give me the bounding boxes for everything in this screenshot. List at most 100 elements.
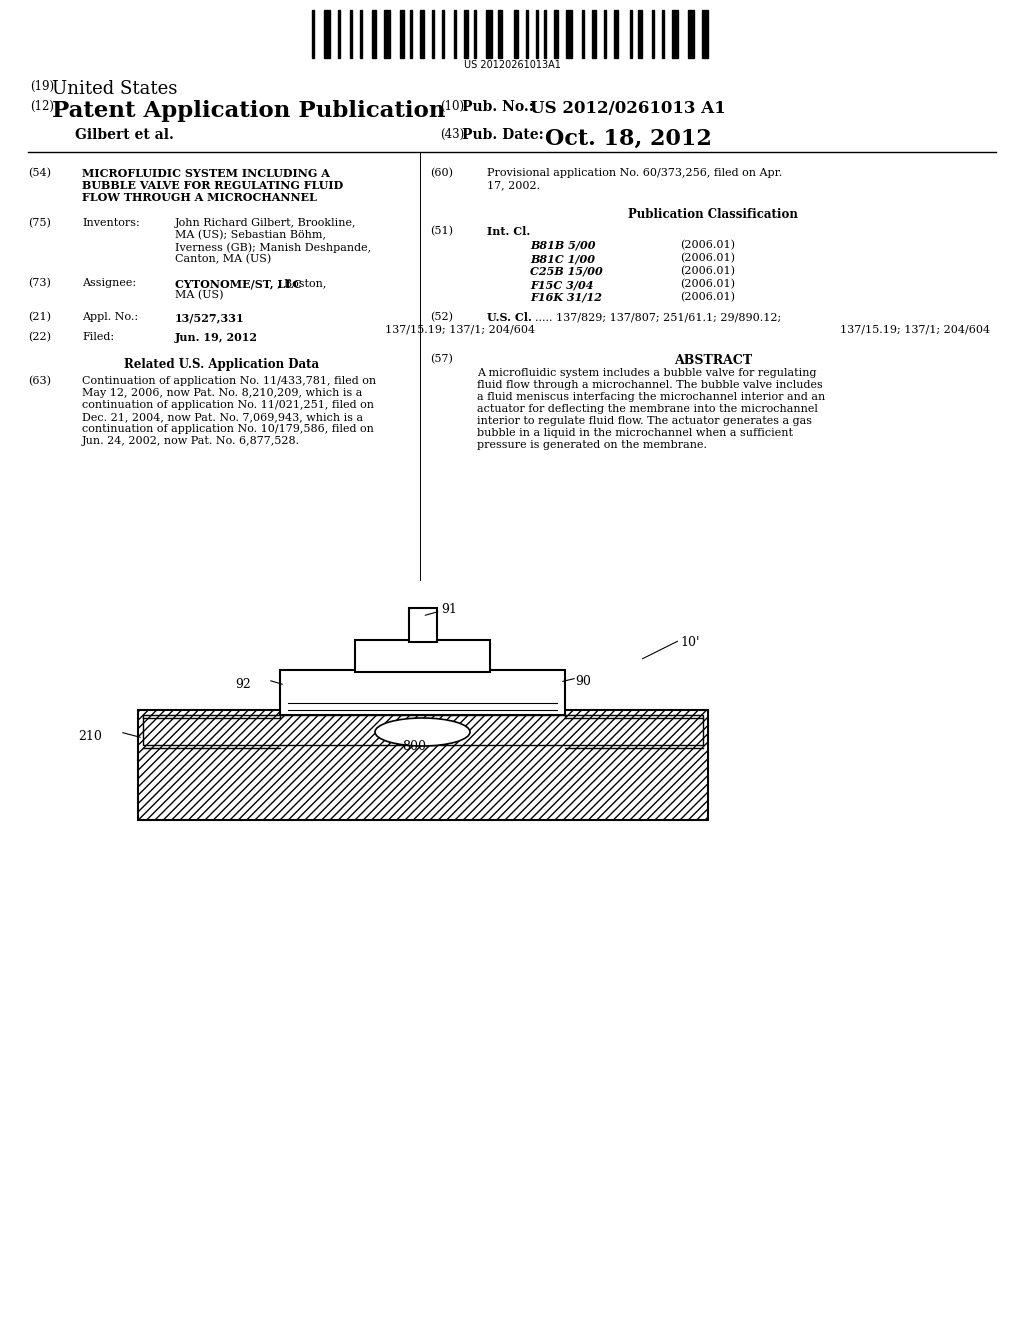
Bar: [662, 11, 664, 58]
Text: John Richard Gilbert, Brookline,: John Richard Gilbert, Brookline,: [175, 218, 356, 228]
Text: (2006.01): (2006.01): [680, 240, 735, 251]
Text: May 12, 2006, now Pat. No. 8,210,209, which is a: May 12, 2006, now Pat. No. 8,210,209, wh…: [82, 388, 362, 399]
Text: FLOW THROUGH A MICROCHANNEL: FLOW THROUGH A MICROCHANNEL: [82, 191, 316, 203]
Bar: [454, 11, 456, 58]
Bar: [582, 11, 584, 58]
Bar: [400, 11, 404, 58]
Text: Continuation of application No. 11/433,781, filed on: Continuation of application No. 11/433,7…: [82, 376, 376, 385]
Bar: [420, 11, 424, 58]
Text: 210: 210: [78, 730, 101, 743]
Text: (60): (60): [430, 168, 453, 178]
Text: 17, 2002.: 17, 2002.: [487, 180, 540, 190]
Text: U.S. Cl.: U.S. Cl.: [487, 312, 531, 323]
Bar: [592, 11, 596, 58]
Text: United States: United States: [52, 81, 177, 98]
Text: C25B 15/00: C25B 15/00: [530, 267, 603, 277]
Text: US 2012/0261013 A1: US 2012/0261013 A1: [530, 100, 726, 117]
Bar: [526, 11, 528, 58]
Bar: [138, 710, 708, 820]
Text: Jun. 24, 2002, now Pat. No. 6,877,528.: Jun. 24, 2002, now Pat. No. 6,877,528.: [82, 436, 300, 446]
Bar: [338, 11, 340, 58]
Text: 137/15.19; 137/1; 204/604: 137/15.19; 137/1; 204/604: [385, 323, 535, 334]
Bar: [638, 11, 642, 58]
Bar: [554, 11, 558, 58]
Bar: [688, 11, 694, 58]
Text: ..... 137/829; 137/807; 251/61.1; 29/890.12;: ..... 137/829; 137/807; 251/61.1; 29/890…: [535, 312, 781, 322]
Bar: [514, 11, 518, 58]
Text: Canton, MA (US): Canton, MA (US): [175, 253, 271, 264]
Text: B81B 5/00: B81B 5/00: [530, 240, 596, 251]
Bar: [498, 11, 502, 58]
Text: (43): (43): [440, 128, 464, 141]
Text: continuation of application No. 11/021,251, filed on: continuation of application No. 11/021,2…: [82, 400, 374, 411]
Bar: [372, 11, 376, 58]
Text: continuation of application No. 10/179,586, filed on: continuation of application No. 10/179,5…: [82, 424, 374, 434]
Bar: [630, 11, 632, 58]
Text: a fluid meniscus interfacing the microchannel interior and an: a fluid meniscus interfacing the microch…: [477, 392, 825, 403]
Text: Inventors:: Inventors:: [82, 218, 139, 228]
Bar: [360, 11, 362, 58]
Text: Pub. No.:: Pub. No.:: [462, 100, 534, 114]
Bar: [536, 11, 538, 58]
Bar: [410, 11, 412, 58]
Bar: [312, 11, 314, 58]
Text: A microfluidic system includes a bubble valve for regulating: A microfluidic system includes a bubble …: [477, 368, 816, 378]
Bar: [384, 11, 390, 58]
Bar: [652, 11, 654, 58]
Text: US 20120261013A1: US 20120261013A1: [464, 59, 560, 70]
Text: (12): (12): [30, 100, 54, 114]
Text: pressure is generated on the membrane.: pressure is generated on the membrane.: [477, 440, 707, 450]
Text: 10': 10': [680, 636, 699, 649]
Text: B81C 1/00: B81C 1/00: [530, 253, 595, 264]
Text: 800: 800: [402, 741, 427, 752]
Text: (21): (21): [28, 312, 51, 322]
Text: Iverness (GB); Manish Deshpande,: Iverness (GB); Manish Deshpande,: [175, 242, 371, 252]
Text: 137/15.19; 137/1; 204/604: 137/15.19; 137/1; 204/604: [840, 323, 990, 334]
Text: Publication Classification: Publication Classification: [628, 209, 798, 220]
Text: (19): (19): [30, 81, 54, 92]
Text: (52): (52): [430, 312, 453, 322]
Bar: [544, 11, 546, 58]
Text: Related U.S. Application Data: Related U.S. Application Data: [124, 358, 319, 371]
Bar: [143, 715, 703, 744]
Bar: [409, 609, 436, 642]
Bar: [474, 11, 476, 58]
Bar: [486, 11, 492, 58]
Text: 90: 90: [575, 675, 591, 688]
Text: Patent Application Publication: Patent Application Publication: [52, 100, 445, 121]
Text: Assignee:: Assignee:: [82, 279, 136, 288]
Text: F16K 31/12: F16K 31/12: [530, 292, 602, 304]
Bar: [702, 11, 708, 58]
Text: MICROFLUIDIC SYSTEM INCLUDING A: MICROFLUIDIC SYSTEM INCLUDING A: [82, 168, 330, 180]
Bar: [442, 11, 444, 58]
Text: MA (US): MA (US): [175, 290, 223, 301]
Text: MA (US); Sebastian Böhm,: MA (US); Sebastian Böhm,: [175, 230, 326, 240]
Text: Oct. 18, 2012: Oct. 18, 2012: [545, 128, 712, 150]
Bar: [672, 11, 678, 58]
Text: (2006.01): (2006.01): [680, 253, 735, 263]
Ellipse shape: [375, 718, 470, 746]
Text: Gilbert et al.: Gilbert et al.: [75, 128, 174, 143]
Text: 91: 91: [441, 603, 458, 616]
Text: Int. Cl.: Int. Cl.: [487, 226, 530, 238]
Text: (57): (57): [430, 354, 453, 364]
Text: (51): (51): [430, 226, 453, 236]
Text: F15C 3/04: F15C 3/04: [530, 279, 594, 290]
Text: (63): (63): [28, 376, 51, 387]
Bar: [138, 710, 708, 820]
Text: Provisional application No. 60/373,256, filed on Apr.: Provisional application No. 60/373,256, …: [487, 168, 782, 178]
Text: fluid flow through a microchannel. The bubble valve includes: fluid flow through a microchannel. The b…: [477, 380, 822, 389]
Bar: [614, 11, 618, 58]
Text: Filed:: Filed:: [82, 333, 114, 342]
Bar: [324, 11, 330, 58]
Text: CYTONOME/ST, LLC: CYTONOME/ST, LLC: [175, 279, 302, 289]
Text: (22): (22): [28, 333, 51, 342]
Text: (10): (10): [440, 100, 464, 114]
Bar: [464, 11, 468, 58]
Text: (75): (75): [28, 218, 51, 228]
Text: Jun. 19, 2012: Jun. 19, 2012: [175, 333, 258, 343]
Bar: [355, 640, 490, 672]
Text: (2006.01): (2006.01): [680, 267, 735, 276]
Text: ABSTRACT: ABSTRACT: [674, 354, 752, 367]
Text: (2006.01): (2006.01): [680, 279, 735, 289]
